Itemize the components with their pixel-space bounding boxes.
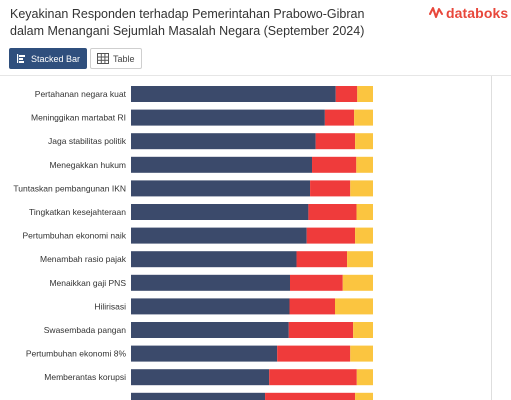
- bar-segment-series-1[interactable]: [131, 86, 336, 102]
- bar-segment-series-1[interactable]: [131, 204, 309, 220]
- bar-segment-series-3[interactable]: [350, 345, 373, 362]
- stacked-bar-icon: [17, 54, 25, 63]
- category-label: Jaga stabilitas politik: [48, 136, 127, 146]
- bar-segment-series-1[interactable]: [131, 345, 278, 362]
- bar-segment-series-2[interactable]: [308, 204, 357, 220]
- bar-segment-series-2[interactable]: [265, 392, 356, 400]
- stacked-bar-button[interactable]: Stacked Bar: [9, 48, 88, 69]
- bar-segment-series-2[interactable]: [315, 133, 356, 150]
- category-label: Menambah rasio pajak: [40, 254, 127, 264]
- category-label: Pertumbuhan ekonomi 8%: [26, 349, 127, 359]
- bar-segment-series-3[interactable]: [355, 133, 373, 150]
- chart-title: Keyakinan Responden terhadap Pemerintaha…: [10, 7, 365, 38]
- bar-segment-series-2[interactable]: [324, 109, 355, 126]
- bar-segment-series-1[interactable]: [131, 251, 297, 268]
- stacked-bar-label: Stacked Bar: [31, 53, 81, 64]
- category-label: Meninggikan martabat RI: [31, 113, 126, 123]
- plot-right-border: [491, 76, 492, 400]
- logo-mark-icon: [429, 7, 443, 18]
- bar-segment-series-1[interactable]: [131, 298, 290, 315]
- bar-segment-series-2[interactable]: [269, 369, 357, 386]
- bar-segment-series-3[interactable]: [350, 180, 373, 197]
- bar-segment-series-3[interactable]: [356, 156, 373, 173]
- category-label: Pertahanan negara kuat: [35, 89, 127, 99]
- bar-segment-series-3[interactable]: [335, 298, 373, 315]
- bar-segment-series-1[interactable]: [131, 109, 325, 126]
- bar-segment-series-1[interactable]: [131, 180, 311, 197]
- logo-text: databoks: [446, 5, 509, 21]
- header-divider: [0, 75, 511, 76]
- bar-segment-series-3[interactable]: [355, 392, 373, 400]
- category-label: Tingkatkan kesejahteraan: [29, 207, 126, 217]
- bar-segment-series-1[interactable]: [131, 369, 270, 386]
- bar-segment-series-3[interactable]: [355, 227, 373, 244]
- category-label: Pertumbuhan ekonomi naik: [23, 231, 127, 241]
- bar-segment-series-1[interactable]: [131, 227, 307, 244]
- bar-segment-series-2[interactable]: [277, 345, 351, 362]
- category-label: Memberantas korupsi: [44, 372, 126, 382]
- bar-segment-series-3[interactable]: [354, 109, 373, 126]
- bar-segment-series-1[interactable]: [131, 274, 290, 291]
- bar-segment-series-3[interactable]: [356, 204, 373, 220]
- view-toolbar: Stacked Bar Table: [9, 48, 142, 69]
- bar-segment-series-2[interactable]: [312, 156, 357, 173]
- category-label: Tuntaskan pembangunan IKN: [13, 183, 126, 193]
- bar-segment-series-2[interactable]: [289, 298, 336, 315]
- bar-segment-series-3[interactable]: [357, 86, 373, 102]
- category-label: Menegakkan hukum: [49, 160, 126, 170]
- bar-segment-series-2[interactable]: [306, 227, 356, 244]
- bar-segment-series-3[interactable]: [347, 251, 373, 268]
- category-label: Hilirisasi: [94, 301, 126, 311]
- bar-segment-series-2[interactable]: [289, 274, 343, 291]
- bar-segment-series-2[interactable]: [296, 251, 348, 268]
- category-label: Swasembada pangan: [44, 325, 127, 335]
- bar-segment-series-2[interactable]: [288, 322, 354, 338]
- table-label: Table: [113, 53, 135, 64]
- table-icon: [97, 53, 110, 64]
- bar-segment-series-1[interactable]: [131, 156, 313, 173]
- bar-segment-series-3[interactable]: [342, 274, 373, 291]
- bar-segment-series-2[interactable]: [335, 86, 358, 102]
- table-button[interactable]: Table: [90, 48, 142, 69]
- databoks-logo: databoks: [429, 4, 508, 22]
- bar-segment-series-3[interactable]: [356, 369, 373, 386]
- category-label: Menaikkan gaji PNS: [49, 278, 126, 288]
- bar-segment-series-2[interactable]: [310, 180, 351, 197]
- bar-segment-series-1[interactable]: [131, 392, 266, 400]
- bar-segment-series-1[interactable]: [131, 322, 289, 338]
- bar-segment-series-3[interactable]: [353, 322, 373, 338]
- bar-segment-series-1[interactable]: [131, 133, 316, 150]
